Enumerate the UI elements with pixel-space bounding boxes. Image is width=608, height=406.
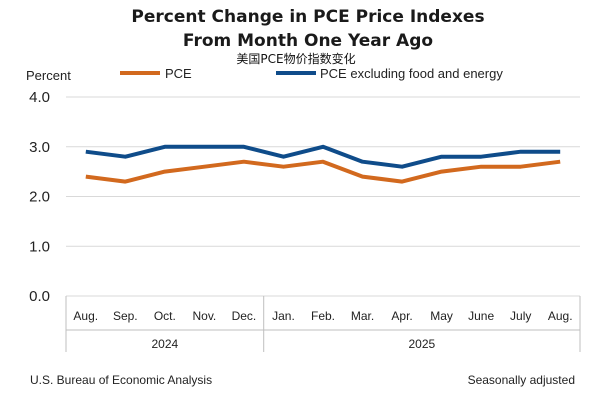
year-label: 2025 xyxy=(408,337,435,351)
x-tick-label: July xyxy=(510,309,531,323)
y-tick-label: 2.0 xyxy=(29,189,50,206)
gridlines xyxy=(66,96,580,297)
x-tick-label: Sep. xyxy=(113,309,138,323)
x-tick-label: Feb. xyxy=(311,309,335,323)
y-tick-label: 3.0 xyxy=(29,139,50,156)
chart-subtitle: 美国PCE物价指数变化 xyxy=(236,51,355,66)
x-tick-label: Aug. xyxy=(548,309,573,323)
chart-title-line2: From Month One Year Ago xyxy=(183,31,433,51)
y-axis-ticks: 0.0 1.0 2.0 3.0 4.0 xyxy=(29,89,50,305)
x-tick-label: Dec. xyxy=(232,309,257,323)
y-tick-label: 1.0 xyxy=(29,238,50,255)
legend-label-core-pce: PCE excluding food and energy xyxy=(320,66,503,81)
x-tick-label: Mar. xyxy=(351,309,374,323)
legend: PCE PCE excluding food and energy xyxy=(120,66,503,81)
x-tick-label: Aug. xyxy=(73,309,98,323)
y-tick-label: 4.0 xyxy=(29,89,50,106)
series-line-pce xyxy=(85,159,561,184)
x-tick-label: Jan. xyxy=(272,309,295,323)
source-note: U.S. Bureau of Economic Analysis xyxy=(30,373,212,387)
x-tick-label: Nov. xyxy=(192,309,216,323)
series-line-core-pce xyxy=(85,144,561,169)
chart-title-line1: Percent Change in PCE Price Indexes xyxy=(131,7,484,27)
y-axis-label: Percent xyxy=(26,68,71,83)
legend-label-pce: PCE xyxy=(165,66,192,81)
seasonal-note: Seasonally adjusted xyxy=(468,373,575,387)
x-tick-label: May xyxy=(430,309,453,323)
series-lines xyxy=(85,144,561,184)
x-tick-label: June xyxy=(468,309,494,323)
x-axis: Aug. Sep. Oct. Nov. Dec. Jan. Feb. Mar. Apr. May J… xyxy=(65,296,581,352)
x-tick-label: Apr. xyxy=(391,309,412,323)
x-tick-label: Oct. xyxy=(154,309,176,323)
y-tick-label: 0.0 xyxy=(29,288,50,305)
year-label: 2024 xyxy=(151,337,178,351)
